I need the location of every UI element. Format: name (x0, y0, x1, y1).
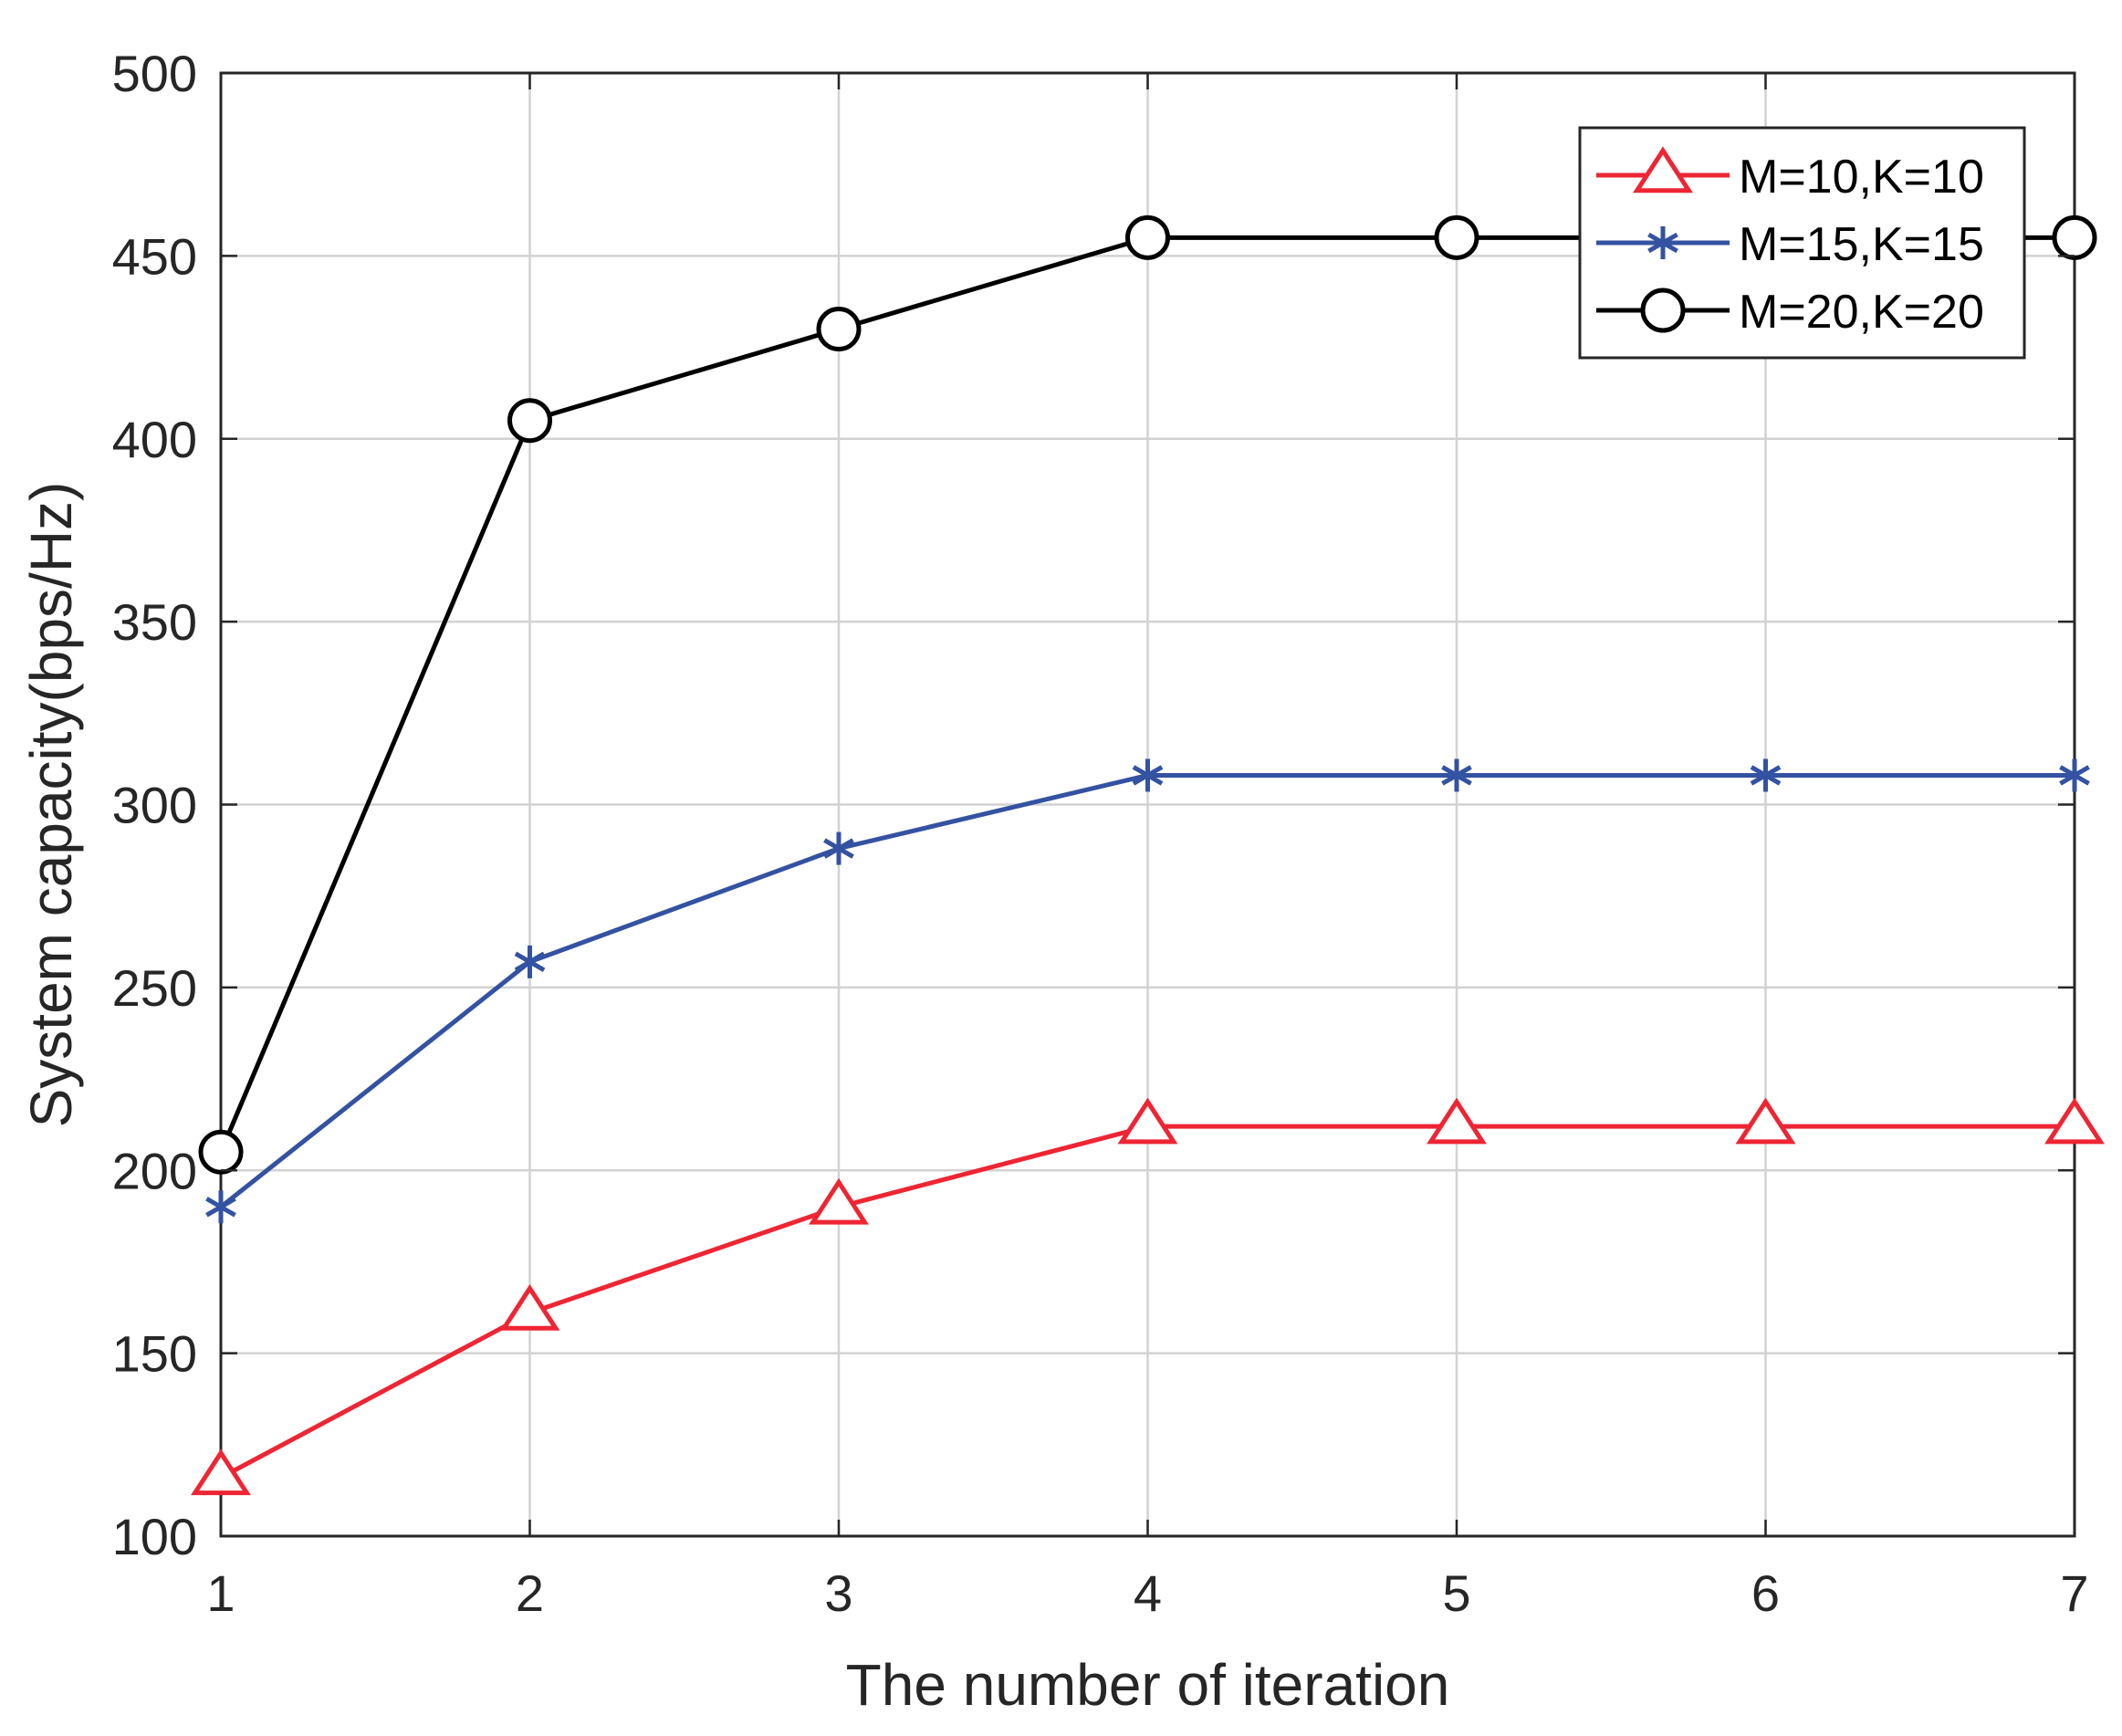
data-point-m-10-k-10 (191, 1448, 251, 1496)
y-tick-label: 100 (112, 1508, 197, 1565)
data-point-m-20-k-20 (816, 307, 862, 352)
y-tick-label: 250 (112, 959, 197, 1017)
y-axis-title: System capacity(bps/Hz) (18, 482, 84, 1128)
y-tick-label: 500 (112, 45, 197, 102)
data-point-m-20-k-20 (2052, 214, 2097, 260)
legend-item-m-15-k-15: M=15,K=15 (1596, 218, 1984, 271)
y-tick-label: 400 (112, 411, 197, 468)
legend-label: M=15,K=15 (1739, 218, 1984, 271)
data-point-m-15-k-15 (1750, 758, 1782, 792)
axis-ticks: 1 2 3 4 5 6 7 100 150 200 250 300 350 400 450 500 (112, 45, 2089, 1622)
series-m-15-k-15 (205, 758, 2090, 1224)
legend-label: M=10,K=10 (1739, 151, 1984, 204)
data-point-m-20-k-20 (507, 398, 552, 444)
data-point-m-15-k-15 (823, 831, 854, 865)
legend-marker (1647, 226, 1678, 259)
legend-label: M=20,K=20 (1739, 286, 1984, 339)
y-tick-label: 150 (112, 1325, 197, 1383)
data-point-m-20-k-20 (198, 1129, 244, 1175)
data-point-m-10-k-10 (1735, 1097, 1796, 1145)
x-tick-label: 1 (206, 1564, 235, 1622)
x-tick-label: 5 (1442, 1564, 1470, 1622)
x-tick-label: 7 (2060, 1564, 2088, 1622)
legend-marker (1633, 146, 1693, 193)
y-tick-label: 450 (112, 227, 197, 285)
data-point-m-10-k-10 (1117, 1097, 1178, 1145)
data-point-m-15-k-15 (1132, 758, 1164, 792)
y-tick-label: 200 (112, 1142, 197, 1199)
data-point-m-10-k-10 (809, 1177, 869, 1225)
x-tick-label: 4 (1134, 1564, 1162, 1622)
data-point-m-10-k-10 (1427, 1097, 1487, 1145)
data-point-m-20-k-20 (1434, 214, 1479, 260)
data-point-m-15-k-15 (205, 1190, 236, 1224)
data-point-m-15-k-15 (1441, 758, 1472, 792)
y-tick-label: 300 (112, 777, 197, 834)
x-tick-label: 6 (1751, 1564, 1780, 1622)
series-m-10-k-10 (191, 1097, 2105, 1496)
y-tick-label: 350 (112, 593, 197, 651)
data-point-m-10-k-10 (499, 1283, 560, 1331)
x-axis-title: The number of iteration (846, 1652, 1450, 1718)
legend-item-m-10-k-10: M=10,K=10 (1596, 146, 1984, 204)
legend: M=10,K=10 M=15,K=15 M=20,K=20 (1578, 126, 2026, 360)
x-tick-label: 3 (824, 1564, 852, 1622)
data-point-m-15-k-15 (2059, 758, 2090, 792)
data-point-m-15-k-15 (514, 945, 546, 978)
legend-marker (1640, 288, 1686, 333)
legend-item-m-20-k-20: M=20,K=20 (1596, 286, 1984, 339)
data-point-m-20-k-20 (1125, 214, 1170, 260)
data-point-m-10-k-10 (2044, 1097, 2105, 1145)
x-tick-label: 2 (516, 1564, 544, 1622)
